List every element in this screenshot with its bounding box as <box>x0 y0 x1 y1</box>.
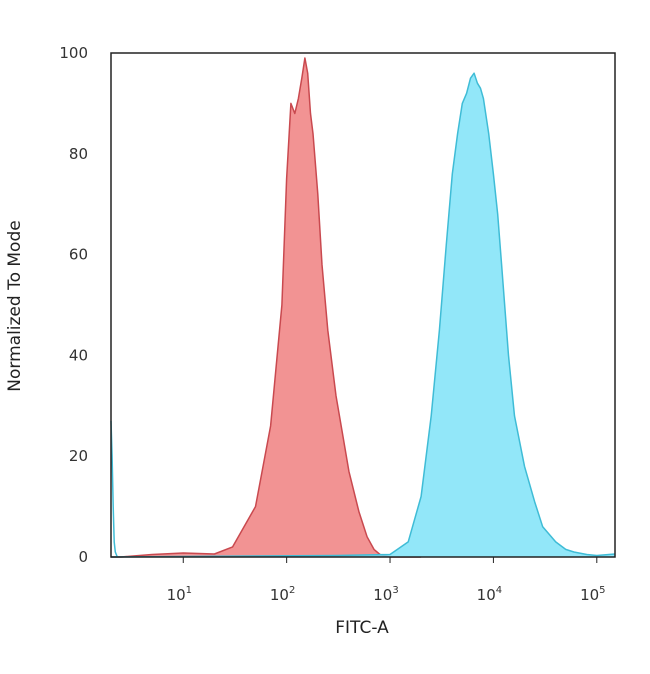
series-0-line <box>111 57 422 558</box>
x-tick-label: 101 <box>167 585 192 604</box>
y-tick-label: 100 <box>59 44 88 62</box>
y-axis-title: Normalized To Mode <box>5 220 25 391</box>
y-tick-label: 40 <box>69 346 88 364</box>
x-tick-label: 104 <box>477 585 502 604</box>
series-1-area <box>111 73 615 557</box>
y-tick-label: 80 <box>69 145 88 163</box>
y-tick-label: 60 <box>69 246 88 264</box>
x-axis-title: FITC-A <box>335 618 389 638</box>
histogram-series-group <box>110 57 616 558</box>
x-axis-ticks: 101 102 103 104 105 <box>167 557 606 604</box>
x-tick-label: 105 <box>580 585 605 604</box>
plot-frame <box>110 52 616 558</box>
x-tick-label: 103 <box>373 585 398 604</box>
y-axis-ticks: 0 20 40 60 80 100 <box>59 44 88 566</box>
x-tick-label: 102 <box>270 585 295 604</box>
series-0-area <box>111 58 422 557</box>
series-2-line <box>110 420 118 558</box>
series-1-line <box>110 72 616 558</box>
y-tick-label: 0 <box>78 548 88 566</box>
y-tick-label: 20 <box>69 447 88 465</box>
